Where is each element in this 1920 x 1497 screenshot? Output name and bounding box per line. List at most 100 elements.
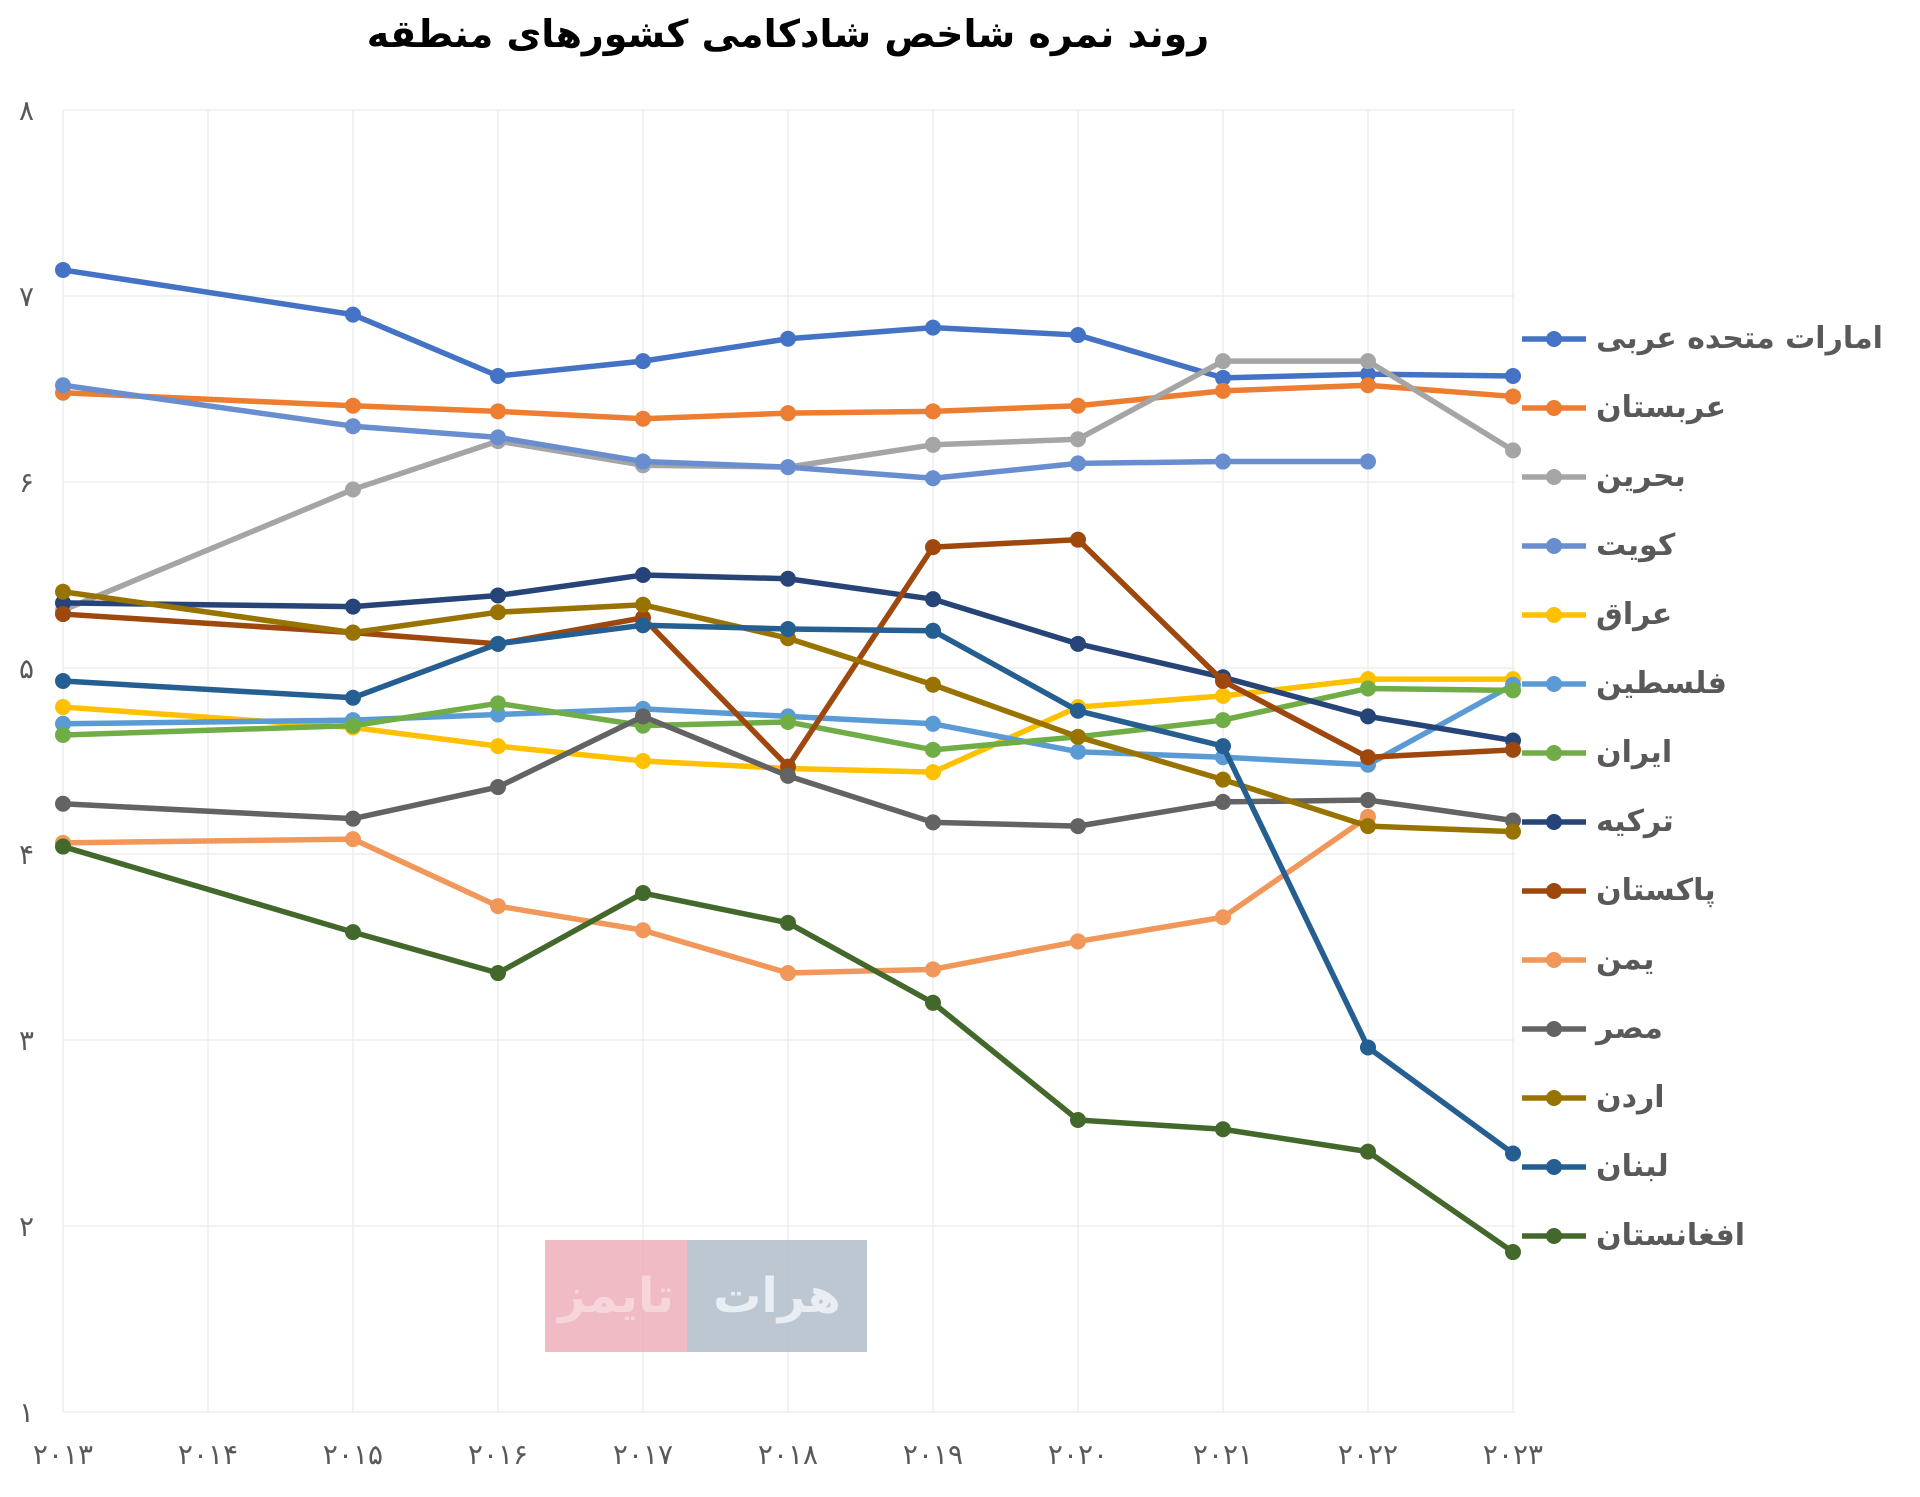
series-line — [60, 814, 1371, 976]
data-point — [345, 418, 361, 435]
legend: امارات متحده عربی عربستان بحرین کویت عراق فلس… — [1522, 304, 1883, 1270]
data-point — [635, 617, 651, 634]
data-point — [1215, 738, 1231, 755]
legend-item-13: افغانستان — [1522, 1201, 1883, 1270]
data-point — [1360, 1039, 1376, 1056]
legend-marker-icon — [1522, 399, 1586, 416]
y-axis-tick-label: ۴ — [19, 838, 34, 871]
data-point — [1505, 388, 1521, 405]
legend-item-4: عراق — [1522, 580, 1883, 649]
data-point — [1505, 1145, 1521, 1162]
series-line — [60, 358, 1516, 614]
data-point — [345, 481, 361, 498]
legend-marker-icon — [1522, 951, 1586, 968]
data-point — [1070, 743, 1086, 760]
data-point — [490, 898, 506, 915]
data-point — [1070, 702, 1086, 719]
data-point — [1360, 708, 1376, 725]
data-point — [1360, 680, 1376, 697]
legend-item-11: اردن — [1522, 1063, 1883, 1132]
data-point — [1505, 682, 1521, 699]
data-point — [780, 914, 796, 931]
legend-label: عراق — [1596, 597, 1673, 632]
data-point — [1215, 673, 1231, 690]
legend-marker-icon — [1522, 675, 1586, 692]
grid — [62, 109, 1515, 1413]
legend-item-7: ترکیه — [1522, 787, 1883, 856]
data-point — [1505, 442, 1521, 459]
series-line — [60, 681, 1516, 768]
data-point — [55, 795, 71, 812]
legend-item-10: مصر — [1522, 994, 1883, 1063]
data-point — [1360, 792, 1376, 809]
legend-marker-icon — [1522, 330, 1586, 347]
legend-label: یمن — [1596, 942, 1655, 977]
data-point — [490, 403, 506, 420]
data-point — [1360, 818, 1376, 835]
legend-marker-icon — [1522, 537, 1586, 554]
data-point — [925, 961, 941, 978]
data-point — [55, 606, 71, 623]
data-point — [1360, 366, 1376, 383]
data-point — [345, 810, 361, 827]
data-point — [925, 764, 941, 781]
data-point — [635, 567, 651, 583]
legend-marker-icon — [1522, 1227, 1586, 1244]
data-point — [1070, 728, 1086, 745]
legend-label: پاکستان — [1596, 873, 1716, 908]
data-point — [1070, 327, 1086, 344]
legend-marker-icon — [1522, 744, 1586, 761]
legend-label: لبنان — [1596, 1149, 1669, 1184]
x-axis-tick-label: ۲۰۱۹ — [903, 1438, 963, 1471]
data-point — [635, 922, 651, 939]
legend-marker-icon — [1522, 813, 1586, 830]
data-point — [635, 708, 651, 725]
data-point — [345, 598, 361, 615]
data-point — [1215, 369, 1231, 386]
legend-label: امارات متحده عربی — [1596, 321, 1883, 356]
data-point — [780, 713, 796, 730]
data-point — [1215, 382, 1231, 399]
legend-item-0: امارات متحده عربی — [1522, 304, 1883, 373]
series-line — [60, 572, 1516, 744]
watermark-herat-block: هرات — [687, 1240, 867, 1352]
legend-marker-icon — [1522, 882, 1586, 899]
data-point — [1070, 455, 1086, 472]
data-point — [925, 403, 941, 420]
data-point — [345, 624, 361, 641]
data-point — [345, 717, 361, 734]
series-line — [60, 676, 1516, 775]
data-point — [1360, 377, 1376, 394]
watermark-times-text: تایمز — [557, 1268, 675, 1324]
data-point — [345, 397, 361, 414]
legend-item-12: لبنان — [1522, 1132, 1883, 1201]
data-point — [1215, 909, 1231, 926]
data-point — [1360, 453, 1376, 470]
data-point — [1505, 812, 1521, 829]
y-axis-tick-label: ۸ — [19, 94, 34, 127]
x-axis-tick-label: ۲۰۲۳ — [1483, 1438, 1543, 1471]
x-axis-tick-label: ۲۰۲۰ — [1048, 1438, 1108, 1471]
watermark-times-block: تایمز — [545, 1240, 687, 1352]
data-point — [1070, 1111, 1086, 1128]
series-line — [60, 382, 1516, 422]
y-axis-tick-label: ۱ — [19, 1396, 34, 1429]
x-axis-tick-label: ۲۰۱۶ — [468, 1438, 528, 1471]
data-point — [1070, 818, 1086, 835]
series-3 — [55, 377, 1376, 487]
legend-label: ترکیه — [1596, 804, 1674, 839]
y-axis-tick-label: ۳ — [19, 1024, 34, 1057]
watermark: تایمز هرات — [545, 1240, 867, 1352]
legend-item-6: ایران — [1522, 718, 1883, 787]
data-point — [490, 706, 506, 723]
data-point — [925, 319, 941, 336]
data-point — [55, 583, 71, 600]
data-point — [925, 470, 941, 487]
data-point — [780, 330, 796, 347]
data-point — [490, 587, 506, 604]
legend-marker-icon — [1522, 1158, 1586, 1175]
series-0 — [55, 261, 1521, 386]
data-point — [1505, 741, 1521, 758]
data-point — [1215, 453, 1231, 470]
